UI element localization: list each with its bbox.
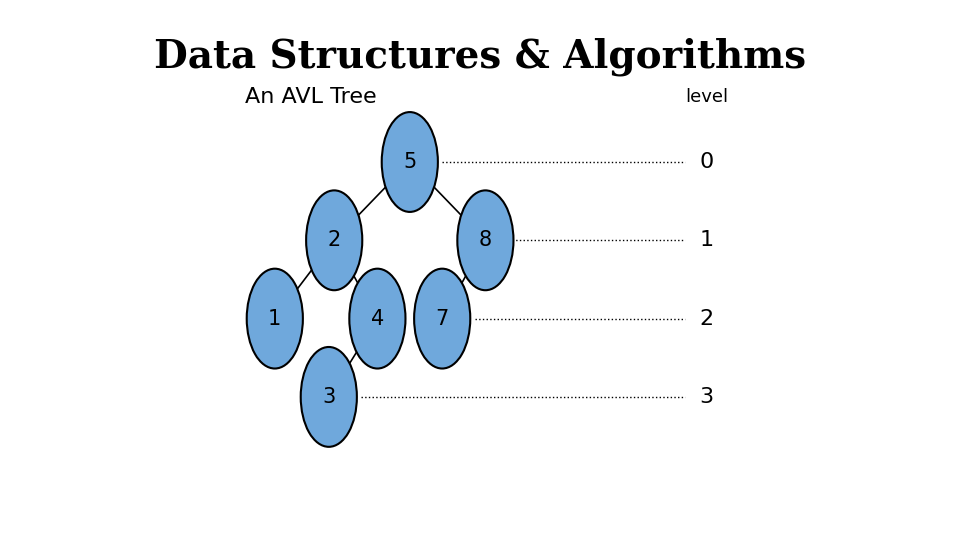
Text: An AVL Tree: An AVL Tree — [245, 87, 376, 107]
Ellipse shape — [414, 269, 470, 368]
Text: 1: 1 — [700, 230, 714, 251]
Text: 3: 3 — [700, 387, 714, 407]
Ellipse shape — [382, 112, 438, 212]
Text: Data Structures & Algorithms: Data Structures & Algorithms — [154, 38, 806, 76]
Text: level: level — [685, 88, 729, 106]
Text: 7: 7 — [436, 308, 449, 329]
Ellipse shape — [349, 269, 405, 368]
Ellipse shape — [300, 347, 357, 447]
Ellipse shape — [306, 191, 362, 290]
Text: 5: 5 — [403, 152, 417, 172]
Ellipse shape — [457, 191, 514, 290]
Text: 0: 0 — [700, 152, 714, 172]
Ellipse shape — [247, 269, 303, 368]
Text: 2: 2 — [700, 308, 714, 329]
Text: 1: 1 — [268, 308, 281, 329]
Text: 2: 2 — [327, 230, 341, 251]
Text: 4: 4 — [371, 308, 384, 329]
Text: 8: 8 — [479, 230, 492, 251]
Text: 3: 3 — [323, 387, 335, 407]
